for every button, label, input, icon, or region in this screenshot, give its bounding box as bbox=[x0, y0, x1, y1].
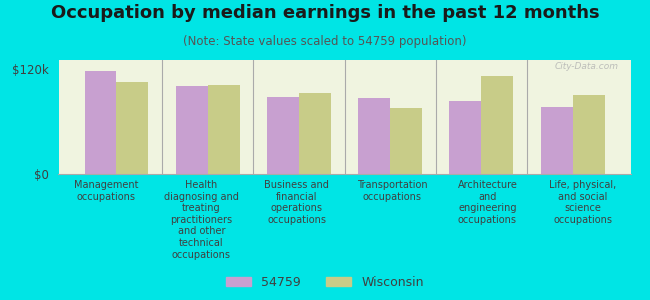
Bar bbox=[482, 76, 514, 174]
Bar bbox=[267, 97, 299, 174]
Text: Business and
financial
operations
occupations: Business and financial operations occupa… bbox=[265, 180, 330, 225]
Bar bbox=[390, 108, 422, 174]
Text: Transportation
occupations: Transportation occupations bbox=[357, 180, 428, 202]
Bar bbox=[116, 82, 148, 174]
Text: City-Data.com: City-Data.com bbox=[555, 62, 619, 71]
Bar bbox=[573, 95, 604, 174]
Text: Health
diagnosing and
treating
practitioners
and other
technical
occupations: Health diagnosing and treating practitio… bbox=[164, 180, 239, 260]
Bar bbox=[299, 93, 331, 174]
Bar bbox=[541, 107, 573, 174]
Bar bbox=[449, 101, 482, 174]
Legend: 54759, Wisconsin: 54759, Wisconsin bbox=[222, 271, 428, 294]
Text: Architecture
and
engineering
occupations: Architecture and engineering occupations bbox=[458, 180, 517, 225]
Bar bbox=[84, 70, 116, 174]
Text: Occupation by median earnings in the past 12 months: Occupation by median earnings in the pas… bbox=[51, 4, 599, 22]
Text: (Note: State values scaled to 54759 population): (Note: State values scaled to 54759 popu… bbox=[183, 34, 467, 47]
Bar bbox=[207, 85, 240, 174]
Text: Management
occupations: Management occupations bbox=[74, 180, 138, 202]
Text: Life, physical,
and social
science
occupations: Life, physical, and social science occup… bbox=[549, 180, 616, 225]
Bar bbox=[358, 98, 390, 174]
Bar bbox=[176, 86, 207, 174]
